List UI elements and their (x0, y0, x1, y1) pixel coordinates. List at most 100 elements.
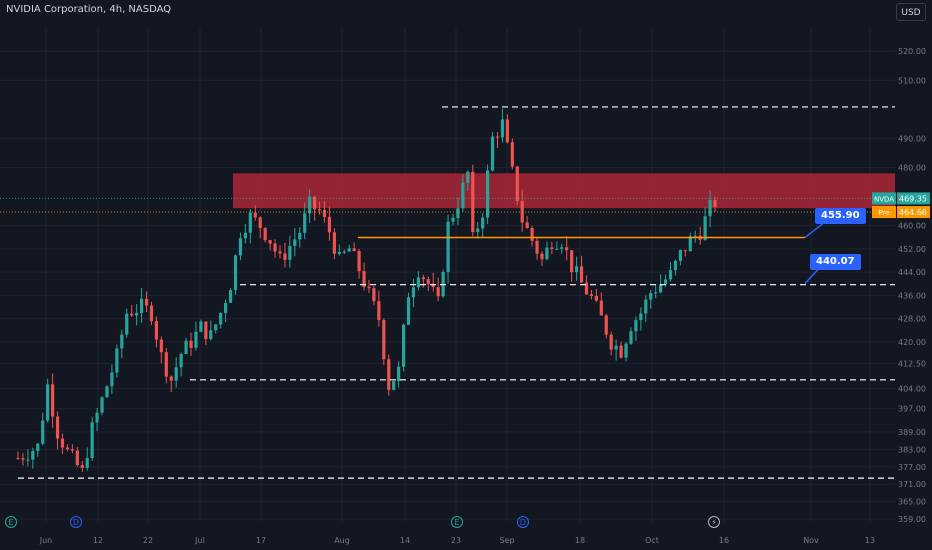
candle-body[interactable] (668, 270, 673, 280)
candle-body[interactable] (85, 458, 89, 468)
candle-body[interactable] (327, 216, 332, 233)
candle-body[interactable] (476, 228, 480, 233)
candle-body[interactable] (401, 324, 406, 367)
candle-body[interactable] (144, 298, 149, 306)
candle-body[interactable] (179, 353, 183, 368)
candle-body[interactable] (495, 136, 500, 138)
candle-body[interactable] (589, 294, 594, 296)
candle-body[interactable] (683, 250, 687, 252)
candle-body[interactable] (90, 422, 94, 459)
candle-body[interactable] (224, 302, 228, 313)
price-axis[interactable] (895, 0, 932, 550)
candle-body[interactable] (644, 299, 648, 314)
candle-body[interactable] (614, 345, 618, 350)
candle-body[interactable] (317, 209, 322, 211)
candle-body[interactable] (110, 372, 114, 387)
candle-body[interactable] (362, 271, 366, 287)
candle-body[interactable] (594, 295, 598, 301)
candle-body[interactable] (639, 313, 643, 321)
candle-body[interactable] (120, 334, 124, 349)
candle-body[interactable] (105, 386, 109, 398)
candle-body[interactable] (80, 464, 84, 468)
candle-body[interactable] (703, 216, 707, 240)
candle-body[interactable] (713, 200, 717, 208)
candle-body[interactable] (228, 290, 233, 303)
candle-body[interactable] (322, 210, 327, 217)
candle-body[interactable] (471, 171, 475, 233)
candle-body[interactable] (337, 251, 341, 254)
candle-body[interactable] (500, 119, 505, 138)
candle-body[interactable] (486, 170, 490, 218)
candle-body[interactable] (46, 384, 50, 421)
candle-body[interactable] (456, 208, 460, 218)
candle-body[interactable] (673, 260, 678, 271)
candle-body[interactable] (570, 250, 574, 273)
candle-body[interactable] (604, 315, 608, 335)
candle-body[interactable] (560, 247, 564, 249)
dividend-icon[interactable]: D (517, 516, 529, 528)
candle-body[interactable] (382, 320, 386, 360)
candle-body[interactable] (199, 321, 203, 332)
candle-body[interactable] (392, 381, 396, 390)
candle-body[interactable] (248, 212, 252, 233)
candle-body[interactable] (574, 266, 579, 273)
candle-body[interactable] (293, 239, 297, 246)
candle-body[interactable] (490, 136, 495, 171)
candle-body[interactable] (31, 450, 35, 460)
candle-body[interactable] (397, 366, 401, 382)
candle-body[interactable] (263, 228, 267, 241)
candle-body[interactable] (164, 352, 168, 377)
candle-body[interactable] (135, 312, 139, 316)
candle-body[interactable] (130, 313, 134, 316)
candle-body[interactable] (298, 232, 302, 240)
candle-body[interactable] (174, 367, 178, 381)
candle-body[interactable] (209, 330, 213, 339)
candle-body[interactable] (273, 243, 277, 252)
currency-button[interactable]: USD (896, 3, 926, 21)
candle-body[interactable] (253, 212, 257, 218)
candle-body[interactable] (372, 288, 376, 302)
candle-body[interactable] (154, 321, 159, 340)
candle-body[interactable] (663, 279, 668, 285)
candle-body[interactable] (599, 300, 603, 316)
candle-body[interactable] (550, 247, 554, 249)
candle-body[interactable] (204, 321, 208, 339)
candle-body[interactable] (149, 305, 154, 322)
candle-body[interactable] (184, 340, 188, 354)
candle-body[interactable] (332, 232, 336, 254)
candle-body[interactable] (219, 312, 223, 325)
candle-body[interactable] (525, 222, 529, 228)
candle-body[interactable] (21, 458, 25, 460)
candle-body[interactable] (579, 266, 584, 283)
candle-body[interactable] (436, 287, 440, 297)
candle-body[interactable] (609, 334, 613, 350)
candle-body[interactable] (678, 250, 682, 261)
earnings-icon[interactable]: E (451, 516, 463, 528)
candle-body[interactable] (584, 282, 589, 295)
candle-body[interactable] (288, 245, 292, 260)
candle-body[interactable] (51, 384, 55, 417)
candle-body[interactable] (515, 166, 519, 202)
candle-body[interactable] (708, 200, 712, 217)
candle-body[interactable] (451, 217, 455, 222)
candle-body[interactable] (100, 397, 104, 413)
candle-body[interactable] (411, 287, 416, 298)
candle-body[interactable] (565, 247, 569, 251)
candle-body[interactable] (16, 458, 20, 460)
candle-body[interactable] (342, 251, 346, 253)
candle-body[interactable] (688, 236, 692, 252)
candle-body[interactable] (510, 142, 514, 167)
candle-body[interactable] (352, 248, 356, 252)
candle-body[interactable] (26, 459, 30, 461)
candle-body[interactable] (426, 279, 430, 284)
candle-body[interactable] (214, 324, 218, 331)
candle-body[interactable] (629, 331, 633, 344)
candle-body[interactable] (169, 376, 173, 381)
candle-body[interactable] (505, 119, 509, 143)
candle-body[interactable] (387, 359, 391, 390)
split-icon[interactable]: ⚡ (708, 516, 720, 528)
candle-body[interactable] (189, 340, 193, 348)
candle-body[interactable] (649, 293, 653, 300)
candle-body[interactable] (421, 277, 425, 280)
candle-body[interactable] (530, 227, 534, 241)
